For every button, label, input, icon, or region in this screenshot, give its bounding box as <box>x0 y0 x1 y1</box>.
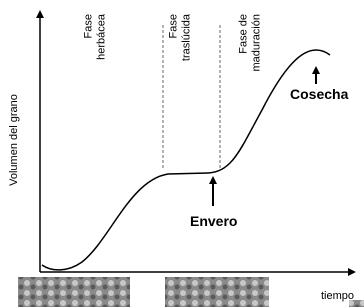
phase-label: Fase <box>83 14 95 38</box>
page: Envero Cosecha tiempo Volumen del grano … <box>0 0 364 307</box>
veraison-label: Envero <box>190 213 237 229</box>
phase-label: herbácea <box>96 13 108 60</box>
phase-label: Fase de <box>238 14 250 54</box>
phase-label: maduración <box>251 14 263 71</box>
growth-curve <box>42 50 330 270</box>
y-axis-label: Volumen del grano <box>8 94 20 186</box>
photo <box>18 277 130 307</box>
phase-label: Fase <box>168 14 180 38</box>
photo <box>165 277 269 307</box>
x-axis-label: tiempo <box>321 290 354 302</box>
harvest-label: Cosecha <box>290 86 349 102</box>
diagram: Envero Cosecha tiempo Volumen del grano … <box>0 0 364 307</box>
phase-label: traslúcida <box>181 13 193 61</box>
